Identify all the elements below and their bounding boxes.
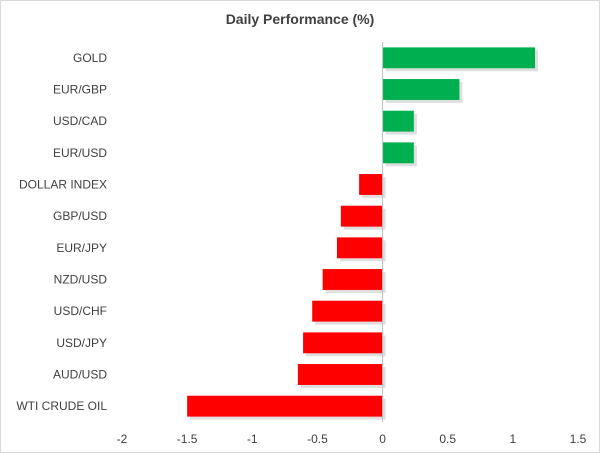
x-tick-label: 1 [510,432,517,446]
x-tick-label: 0 [379,432,386,446]
bar-gold [382,47,536,69]
bar-eur-jpy [336,237,383,259]
x-tick-label: 0.5 [439,432,456,446]
category-label: USD/CAD [53,114,107,128]
category-label: AUD/USD [53,368,107,382]
bar-eur-usd [382,142,414,164]
category-label: DOLLAR INDEX [19,178,107,192]
bar-nzd-usd [322,269,383,290]
bar-usd-cad [382,110,414,132]
category-label: USD/CHF [54,304,107,318]
x-tick-label: 1.5 [570,432,587,446]
category-label: GBP/USD [53,209,107,223]
x-tick-label: -2 [117,432,128,446]
category-label: EUR/USD [53,146,107,160]
bar-wti-crude-oil [187,395,383,417]
bar-usd-chf [312,300,383,322]
bar-eur-gbp [382,79,460,100]
category-label: NZD/USD [54,273,108,287]
category-label: GOLD [73,51,107,65]
category-label: EUR/JPY [56,241,107,255]
bar-aud-usd [297,364,383,385]
x-tick-label: -1 [247,432,258,446]
category-label: USD/JPY [56,336,107,350]
x-tick-label: -1.5 [177,432,198,446]
bar-usd-jpy [303,332,383,354]
x-tick-label: -0.5 [307,432,328,446]
bar-gbp-usd [340,205,383,227]
bar-dollar-index [359,174,383,195]
category-label: EUR/GBP [53,83,107,97]
chart-title: Daily Performance (%) [225,11,375,27]
category-label: WTI CRUDE OIL [16,399,107,413]
